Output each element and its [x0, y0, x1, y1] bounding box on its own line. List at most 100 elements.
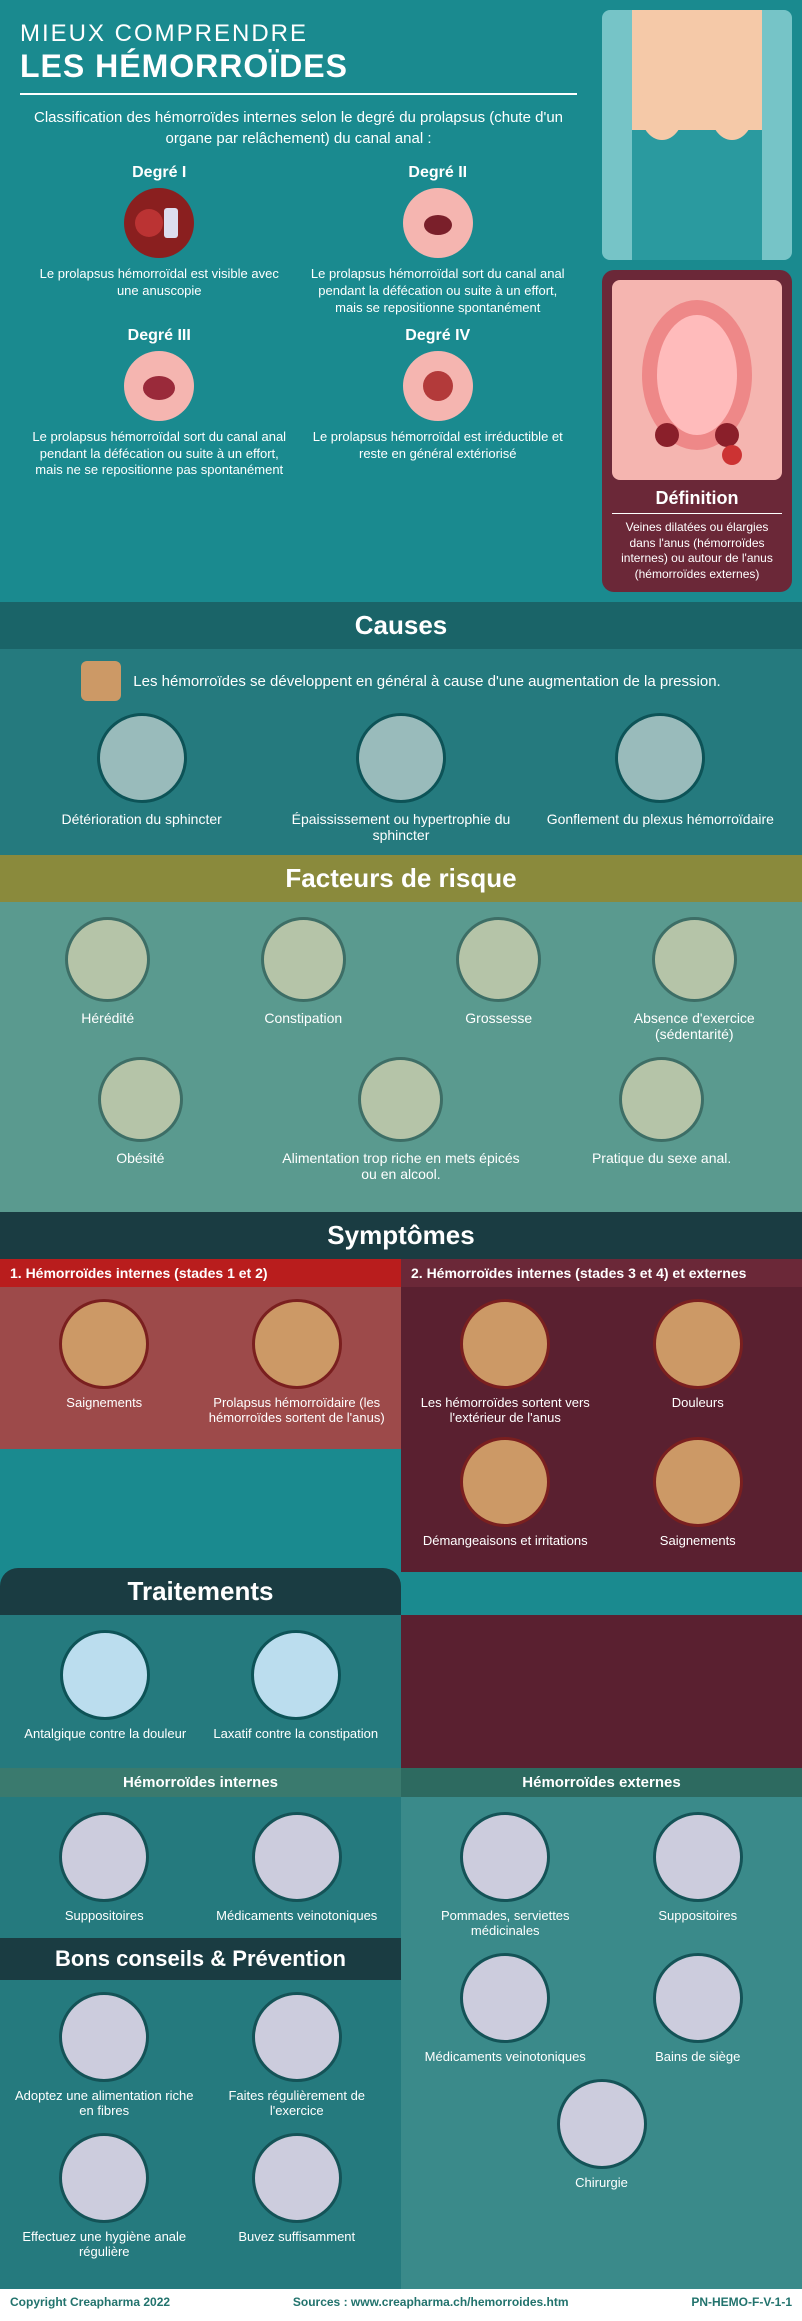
ext-treat-5-label: Chirurgie [575, 2175, 628, 2190]
symp1-2-label: Prolapsus hémorroïdaire (les hémorroïdes… [209, 1395, 385, 1425]
int-treat-2: Médicaments veinotoniques [204, 1812, 389, 1923]
int-treat-2-label: Médicaments veinotoniques [216, 1908, 377, 1923]
degree-4-title: Degré IV [309, 327, 568, 345]
pregnancy-icon [456, 917, 541, 1002]
symp2-1: Les hémorroïdes sortent vers l'extérieur… [413, 1299, 598, 1425]
treat-1: Antalgique contre la douleur [14, 1630, 197, 1741]
pain-icon [653, 1299, 743, 1389]
risk-banner: Facteurs de risque [0, 855, 802, 902]
symp2-2: Douleurs [605, 1299, 790, 1425]
definition-title: Définition [612, 488, 782, 514]
symp2-3-label: Démangeaisons et irritations [423, 1533, 588, 1548]
intro-text: Classification des hémorroïdes internes … [20, 107, 577, 164]
treatments-right-spacer [401, 1615, 802, 1768]
degree-1-desc: Le prolapsus hémorroïdal est visible ave… [30, 266, 289, 300]
risk-2-label: Constipation [264, 1010, 342, 1026]
int-treat-1: Suppositoires [12, 1812, 197, 1923]
analgesic-icon [60, 1630, 150, 1720]
prev-4-label: Buvez suffisamment [238, 2229, 355, 2244]
degree-1: Degré I Le prolapsus hémorroïdal est vis… [30, 164, 289, 317]
degrees-grid: Degré I Le prolapsus hémorroïdal est vis… [20, 164, 577, 479]
footer-source: Sources : www.creapharma.ch/hemorroides.… [293, 2295, 569, 2309]
symp1-2: Prolapsus hémorroïdaire (les hémorroïdes… [204, 1299, 389, 1425]
symp-col2-head: 2. Hémorroïdes internes (stades 3 et 4) … [401, 1259, 802, 1287]
suppository-icon [59, 1812, 149, 1902]
ext-treat-2: Suppositoires [605, 1812, 790, 1938]
title-big: LES HÉMORROÏDES [20, 48, 577, 95]
symptoms-col2: 2. Hémorroïdes internes (stades 3 et 4) … [401, 1259, 802, 1572]
ext-treat-5: Chirurgie [409, 2079, 794, 2190]
venotonic-icon [252, 1812, 342, 1902]
cause-3: Gonflement du plexus hémorroïdaire [531, 713, 790, 843]
risk-4-label: Absence d'exercice (sédentarité) [634, 1010, 755, 1042]
prev-1-label: Adoptez une alimentation riche en fibres [15, 2088, 194, 2118]
symptoms-col1: 1. Hémorroïdes internes (stades 1 et 2) … [0, 1259, 401, 1572]
risk-4: Absence d'exercice (sédentarité) [600, 917, 788, 1042]
bottom-row: Suppositoires Médicaments veinotoniques … [0, 1797, 802, 2289]
header-row: MIEUX COMPRENDRE LES HÉMORROÏDES Classif… [0, 0, 802, 602]
degree-3-desc: Le prolapsus hémorroïdal sort du canal a… [30, 429, 289, 480]
cause-3-label: Gonflement du plexus hémorroïdaire [547, 811, 774, 827]
symptoms-row: 1. Hémorroïdes internes (stades 1 et 2) … [0, 1259, 802, 1572]
cause-2: Épaississement ou hypertrophie du sphinc… [271, 713, 530, 843]
risk-7: Pratique du sexe anal. [537, 1057, 787, 1182]
degree-2-title: Degré II [309, 164, 568, 182]
fiber-icon [59, 1992, 149, 2082]
degree-1-icon [124, 188, 194, 258]
bottom-left: Suppositoires Médicaments veinotoniques … [0, 1797, 401, 2289]
risk-row2: Obésité Alimentation trop riche en mets … [10, 1057, 792, 1197]
footer-code: PN-HEMO-F-V-1-1 [691, 2295, 792, 2309]
pants-icon [619, 1057, 704, 1142]
cause-3-icon [615, 713, 705, 803]
int-treat-1-label: Suppositoires [65, 1908, 144, 1923]
risk-1: Hérédité [14, 917, 202, 1042]
degree-3: Degré III Le prolapsus hémorroïdal sort … [30, 327, 289, 480]
ext-treat-2-label: Suppositoires [658, 1908, 737, 1923]
cause-1-label: Détérioration du sphincter [62, 811, 222, 827]
itch-icon [460, 1437, 550, 1527]
header-right: Définition Veines dilatées ou élargies d… [592, 0, 802, 602]
cause-2-icon [356, 713, 446, 803]
treat-1-label: Antalgique contre la douleur [24, 1726, 186, 1741]
body-figure [602, 10, 792, 260]
degree-2: Degré II Le prolapsus hémorroïdal sort d… [309, 164, 568, 317]
treat-2: Laxatif contre la constipation [204, 1630, 387, 1741]
ext-treat-4: Bains de siège [605, 1953, 790, 2064]
header-left: MIEUX COMPRENDRE LES HÉMORROÏDES Classif… [0, 0, 592, 602]
bleeding-icon [59, 1299, 149, 1389]
treatments-left: Antalgique contre la douleur Laxatif con… [0, 1615, 401, 1768]
symp-col2-body: Les hémorroïdes sortent vers l'extérieur… [401, 1287, 802, 1572]
food-alcohol-icon [358, 1057, 443, 1142]
footer-copyright: Copyright Creapharma 2022 [10, 2295, 170, 2309]
external-icon [460, 1299, 550, 1389]
causes-intro-text: Les hémorroïdes se développent en généra… [133, 673, 720, 690]
risk-6-label: Alimentation trop riche en mets épicés o… [282, 1150, 519, 1182]
treatments-subheads: Hémorroïdes internes Hémorroïdes externe… [0, 1768, 802, 1797]
ext-treat-1: Pommades, serviettes médicinales [413, 1812, 598, 1938]
degree-4-icon [403, 351, 473, 421]
treatments-banner: Traitements [0, 1568, 401, 1615]
symp-col1-head: 1. Hémorroïdes internes (stades 1 et 2) [0, 1259, 401, 1287]
dna-icon [65, 917, 150, 1002]
hygiene-icon [59, 2133, 149, 2223]
degree-3-title: Degré III [30, 327, 289, 345]
definition-box: Définition Veines dilatées ou élargies d… [602, 270, 792, 592]
risk-3: Grossesse [405, 917, 593, 1042]
degree-4: Degré IV Le prolapsus hémorroïdal est ir… [309, 327, 568, 480]
risk-1-label: Hérédité [81, 1010, 134, 1026]
causes-banner: Causes [0, 602, 802, 649]
treat-2-label: Laxatif contre la constipation [213, 1726, 378, 1741]
ext-treat-3-label: Médicaments veinotoniques [425, 2049, 586, 2064]
prev-2: Faites régulièrement de l'exercice [204, 1992, 389, 2118]
risk-block: Hérédité Constipation Grossesse Absence … [0, 902, 802, 1212]
venotonic2-icon [460, 1953, 550, 2043]
bleeding2-icon [653, 1437, 743, 1527]
risk-2: Constipation [209, 917, 397, 1042]
exercise2-icon [252, 1992, 342, 2082]
symptoms-banner: Symptômes [0, 1212, 802, 1259]
causes-intro-row: Les hémorroïdes se développent en généra… [12, 661, 790, 701]
surgery-icon [557, 2079, 647, 2169]
risk-row1: Hérédité Constipation Grossesse Absence … [10, 917, 792, 1057]
ointment-icon [460, 1812, 550, 1902]
water-icon [252, 2133, 342, 2223]
